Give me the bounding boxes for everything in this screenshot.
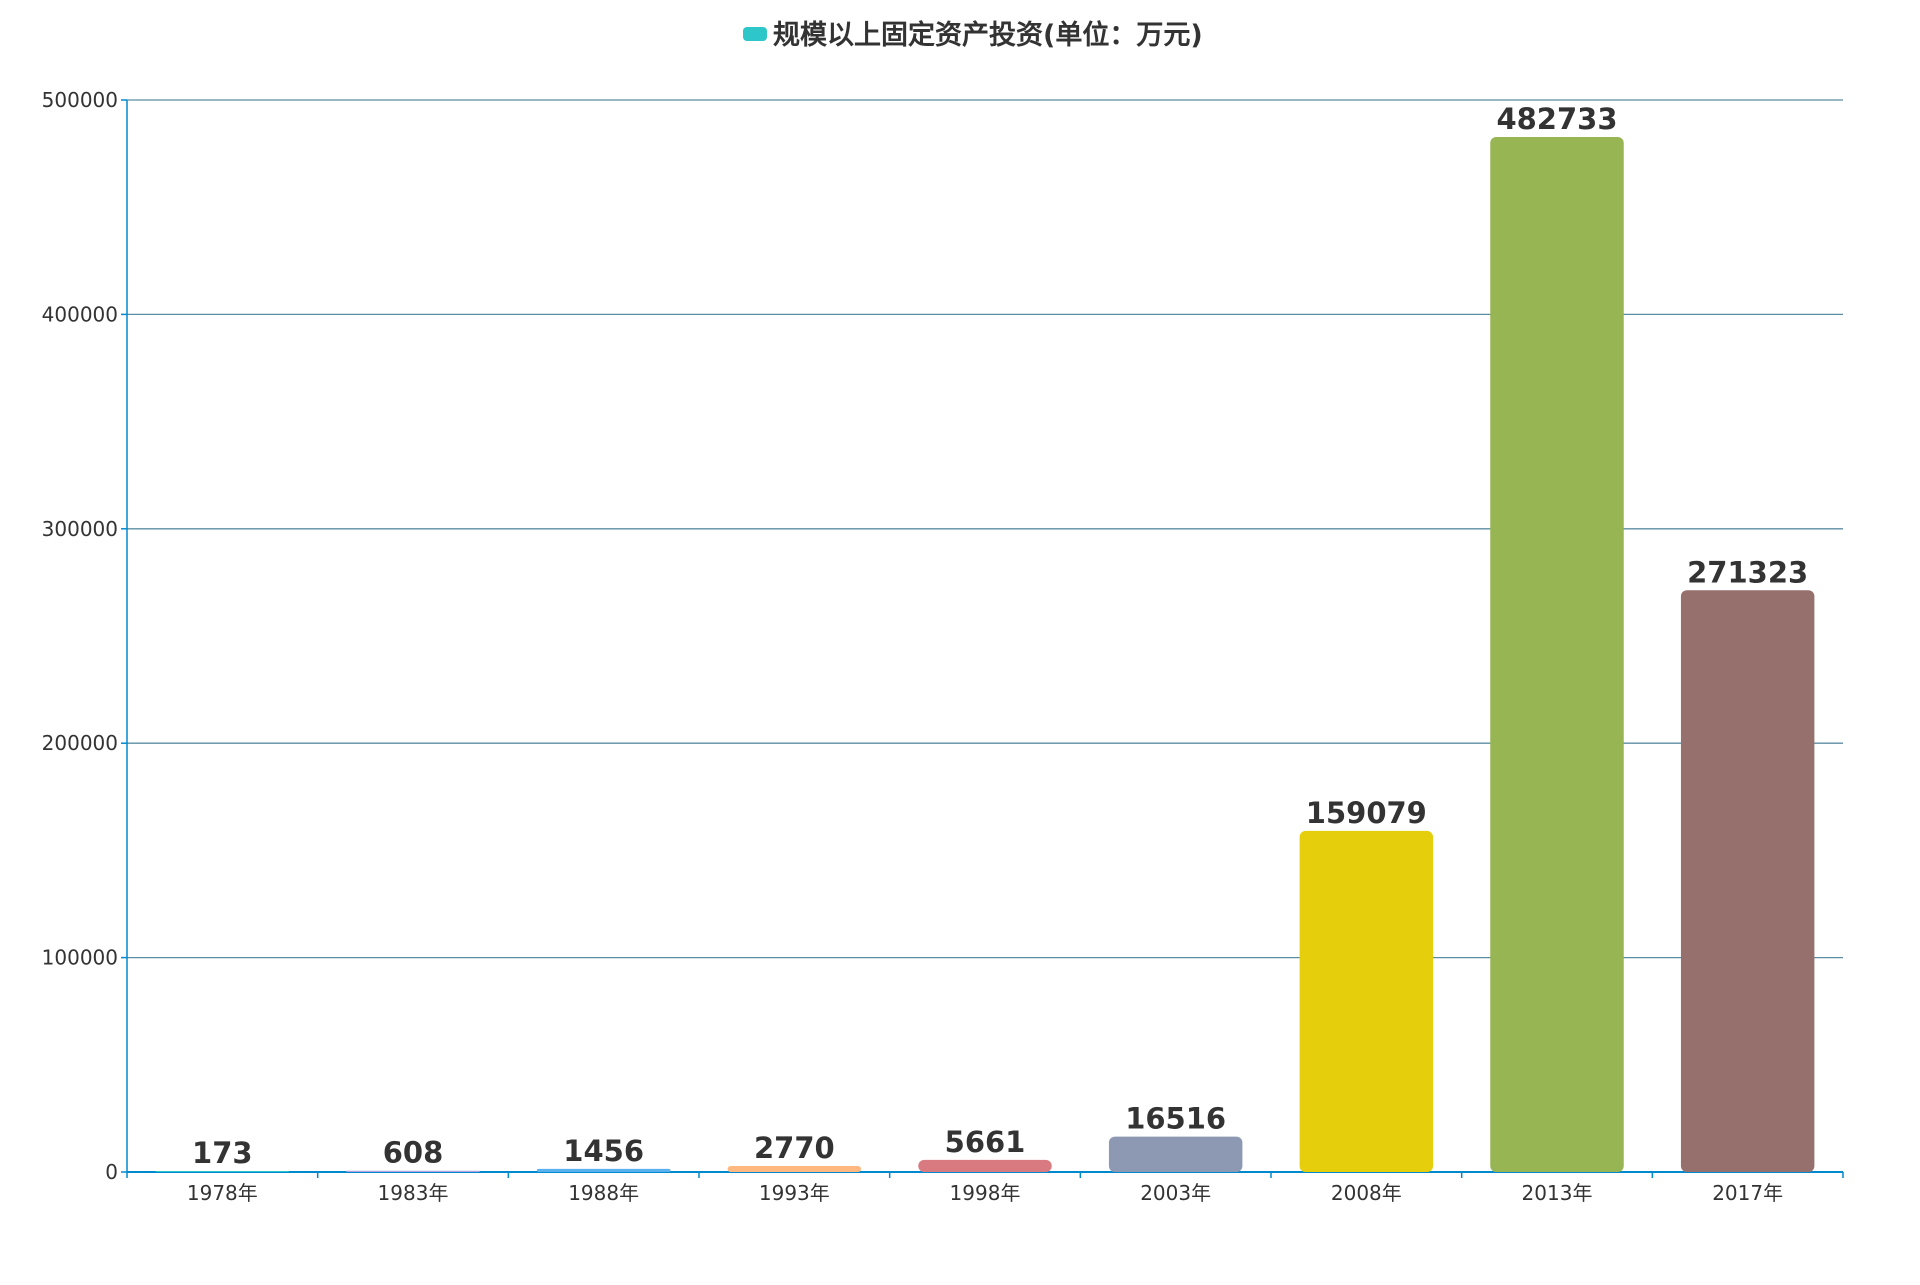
data-label: 271323 [1687,555,1808,589]
bar[interactable] [1680,590,1815,1172]
y-tick-label: 300000 [42,517,118,541]
y-tick-label: 500000 [42,88,118,112]
data-label: 16516 [1125,1102,1226,1136]
bars [155,137,1815,1172]
x-tick-label: 2008年 [1331,1181,1402,1205]
x-tick-label: 1983年 [378,1181,449,1205]
bar[interactable] [1490,137,1624,1172]
x-tick-label: 1978年 [187,1181,258,1205]
bar[interactable] [346,1170,480,1172]
y-tick-label: 100000 [42,946,118,970]
data-labels: 173 608 1456 2770 5661 16516 159079 482733 27132… [192,102,1808,1170]
bar[interactable] [155,1171,290,1172]
bar[interactable] [918,1159,1052,1172]
x-tick-label: 1993年 [759,1181,830,1205]
bar[interactable] [536,1168,671,1172]
data-label: 5661 [945,1125,1026,1159]
data-label: 1456 [563,1134,644,1168]
data-label: 482733 [1496,102,1617,136]
y-tick-label: 400000 [42,302,118,326]
y-tick-label: 0 [105,1160,118,1184]
bar[interactable] [727,1166,862,1172]
x-tick-label: 2003年 [1140,1181,1211,1205]
data-label: 173 [192,1136,253,1170]
legend[interactable]: 规模以上固定资产投资(单位：万元) [743,19,1203,51]
x-tick-label: 1988年 [568,1181,639,1205]
data-label: 2770 [754,1131,835,1165]
legend-label: 规模以上固定资产投资(单位：万元) [773,19,1203,51]
legend-swatch [743,27,767,41]
x-tick-label: 2013年 [1522,1181,1593,1205]
y-tick-label: 200000 [42,731,118,755]
x-tick-label: 2017年 [1712,1181,1783,1205]
bar[interactable] [1108,1136,1243,1172]
data-label: 608 [383,1136,444,1170]
bar[interactable] [1299,830,1434,1172]
data-label: 159079 [1306,796,1427,830]
x-tick-label: 1998年 [950,1181,1021,1205]
